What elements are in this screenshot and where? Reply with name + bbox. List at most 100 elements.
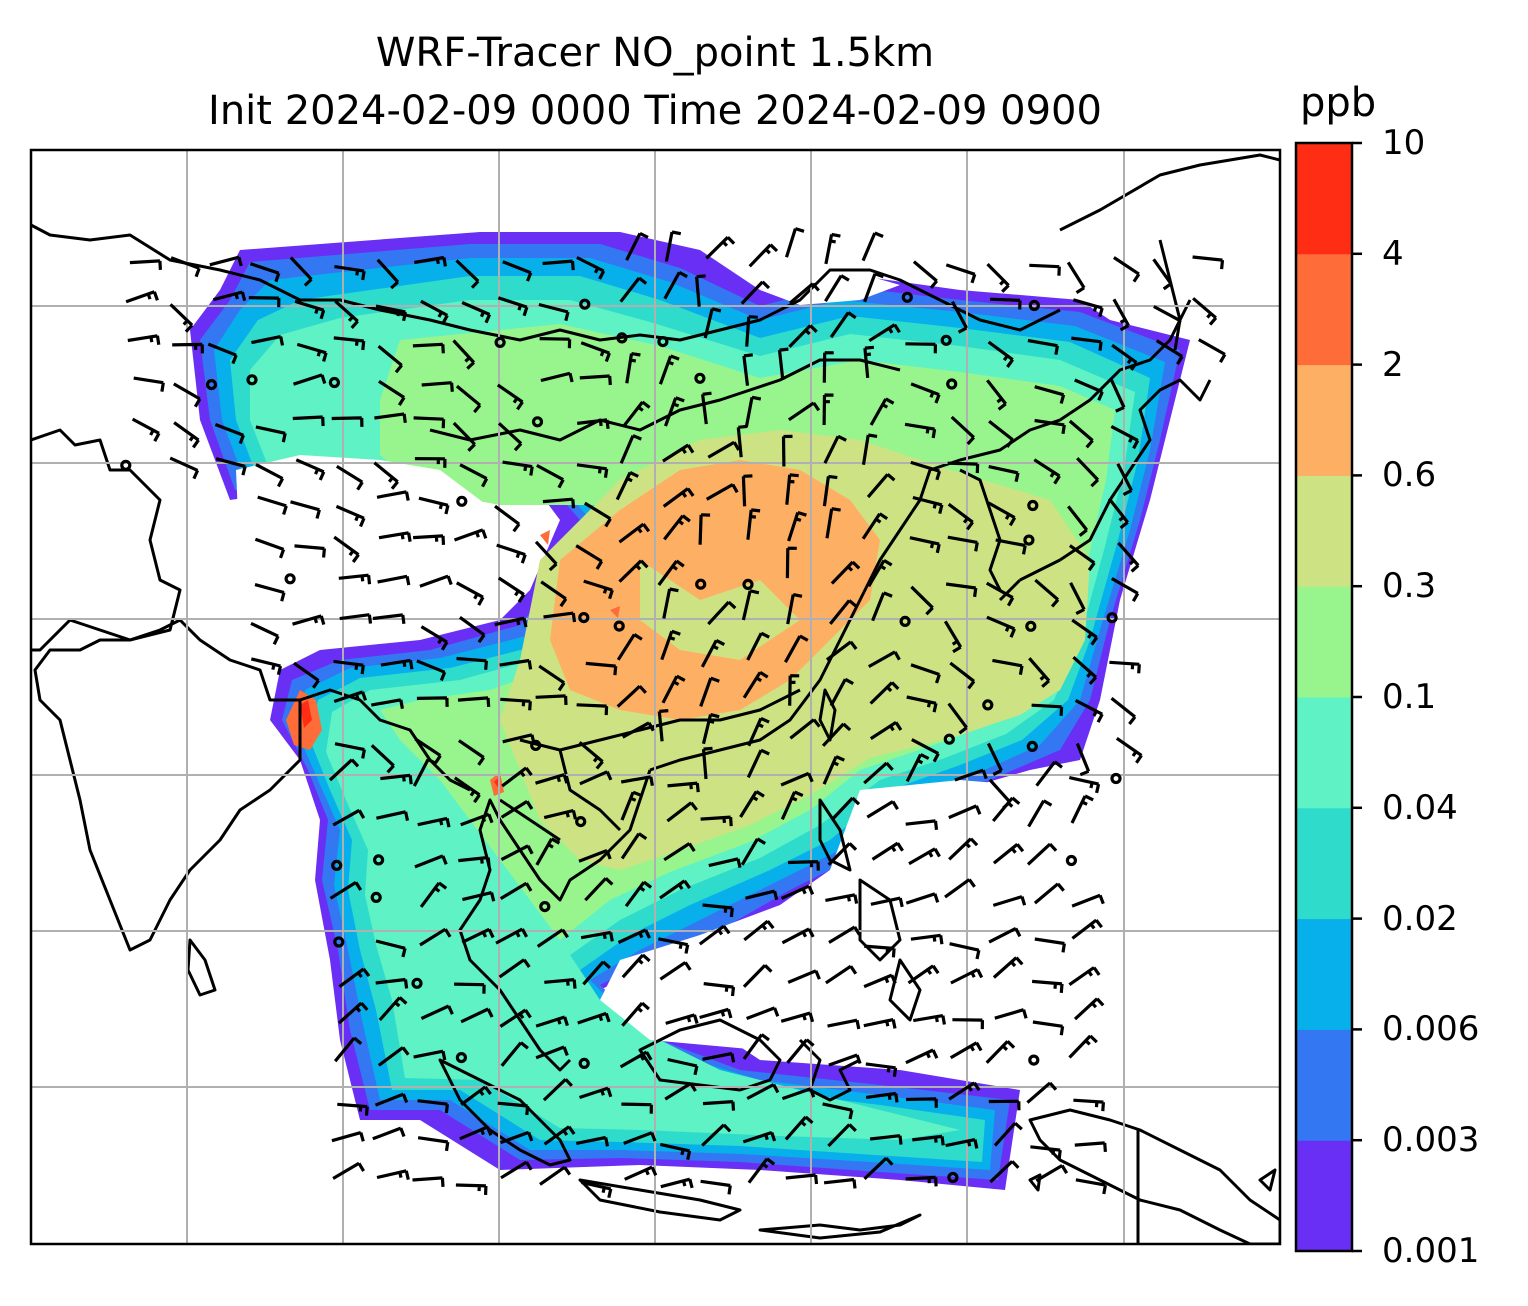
wind-barb [1027,338,1059,355]
wind-barb [660,1177,694,1189]
wind-barb [825,507,841,539]
wind-barb [377,574,411,586]
calm-wind-marker [616,332,628,344]
wind-barb [701,713,720,745]
wind-barb [663,270,688,300]
wind-barb [698,924,731,946]
calm-wind-marker [613,620,625,632]
calm-wind-marker [539,900,551,913]
wind-barb [535,1045,569,1060]
coast-bay-bengal [299,688,471,792]
wind-barb [660,629,681,661]
wind-barb [947,502,974,531]
wind-barb [578,741,604,770]
wind-barbs [120,227,1227,1199]
wind-barb [372,1126,406,1141]
calm-wind-marker [1110,772,1122,785]
wind-barb [542,1078,573,1102]
wind-barb [866,473,896,499]
wind-barb [418,496,450,515]
wind-barb [414,854,448,869]
wind-barb [544,978,577,989]
wind-barb [380,658,414,670]
wind-barb [1034,578,1060,608]
wind-barb [830,560,861,585]
wind-barb [170,256,201,278]
wind-barb [212,290,247,302]
calm-wind-marker [982,699,994,711]
wind-barb [378,379,406,406]
calm-wind-marker [494,336,506,348]
wind-barb [1109,660,1141,674]
wind-barb [543,808,578,820]
colorbar-tick-label: 2 [1382,344,1404,385]
wind-barb [373,461,399,490]
wind-barb [333,659,365,675]
wind-barb [700,1179,732,1195]
wind-barb [905,342,937,354]
wind-barb [748,243,779,268]
wind-barb [908,847,941,866]
wind-barb [1110,379,1126,413]
colorbar-band-2 [1296,918,1352,1030]
wind-barb [1026,1081,1058,1104]
wind-barb [986,742,1003,776]
colorbar-band-7 [1296,364,1352,476]
colorbar-band-1 [1296,1029,1352,1141]
wind-barb [334,742,366,759]
wind-barb [497,576,526,603]
wind-barb [910,460,942,481]
wind-barb [1115,736,1143,764]
wind-barb [1072,656,1098,685]
wind-barb [1074,1141,1107,1153]
wind-barb [254,537,286,559]
coast-japan [1059,378,1212,562]
wind-barb [460,1085,492,1106]
wind-barb [292,614,326,626]
colorbar-band-3 [1296,807,1352,920]
wind-barb [1112,298,1130,332]
wind-barb [665,1013,699,1025]
wind-barb [828,1053,862,1067]
wind-barb [863,345,875,379]
wind-barb [1192,255,1225,270]
colorbar-band-9 [1296,143,1352,255]
wind-barb [703,307,722,339]
wind-barb [781,1087,816,1101]
wind-barb [707,600,737,626]
wind-barb [1027,799,1053,828]
wind-barb [1068,1034,1098,1059]
wind-barb [255,425,287,443]
wind-barb [695,274,706,307]
wind-barb [911,738,940,763]
wind-barb [624,1165,658,1181]
wind-barb [458,616,486,644]
wind-barb [417,1099,449,1114]
wind-barb [375,977,409,989]
wind-barb [1107,497,1129,530]
wind-barb [331,416,364,427]
colorbar-tick-label: 0.04 [1382,787,1458,828]
wind-barb [455,384,482,414]
wind-barb [663,842,696,862]
wind-barb [699,676,720,707]
wind-barb [337,1102,369,1116]
wind-barb [1068,544,1096,572]
wind-barb [419,881,448,908]
wind-barb [907,964,940,985]
wind-barb [625,352,641,384]
wind-barb [861,433,878,465]
plot-title-line2: Init 2024-02-09 0000 Time 2024-02-09 090… [208,88,1102,134]
wind-barb [1110,696,1137,725]
wind-barb [576,703,609,716]
wind-barb [616,633,643,661]
wind-barb [1155,339,1184,365]
wind-barb [413,1049,447,1061]
wind-barb [620,832,648,860]
wind-barb [659,1142,692,1161]
calm-wind-marker [328,376,340,389]
wind-barb [338,967,371,988]
wind-barb [663,396,685,427]
wind-barb [1071,618,1099,646]
wind-barb [417,816,451,828]
